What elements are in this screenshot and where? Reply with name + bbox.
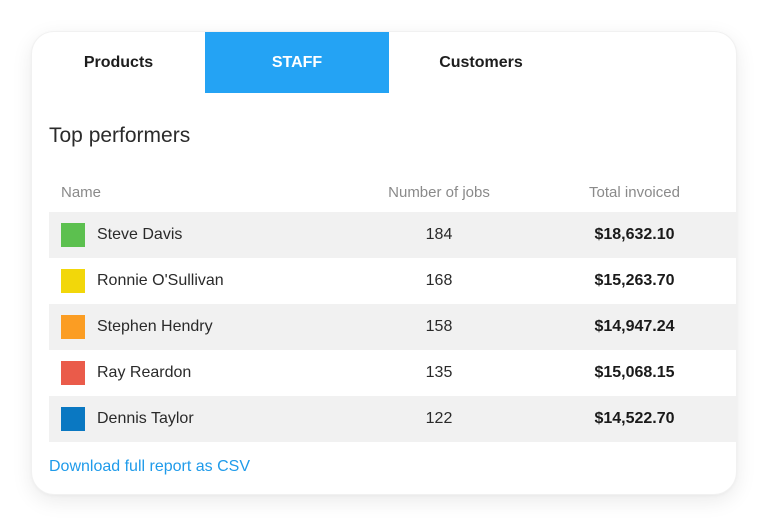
total-invoiced: $18,632.10 <box>594 226 675 243</box>
tab-products[interactable]: Products <box>83 53 154 71</box>
tab-staff[interactable]: STAFF <box>205 32 389 93</box>
total-invoiced: $15,263.70 <box>594 272 675 289</box>
jobs-count: 158 <box>425 318 453 335</box>
tab-bar: Products STAFF Customers <box>32 32 736 93</box>
table-row: Dennis Taylor 122 $14,522.70 <box>49 396 736 442</box>
table-row: Ray Reardon 135 $15,068.15 <box>49 350 736 396</box>
download-csv-link[interactable]: Download full report as CSV <box>49 458 250 475</box>
table-row: Stephen Hendry 158 $14,947.24 <box>49 304 736 350</box>
performer-name: Steve Davis <box>97 226 183 243</box>
color-swatch <box>61 315 85 339</box>
jobs-count: 122 <box>425 410 453 427</box>
header-jobs: Number of jobs <box>388 183 490 201</box>
color-swatch <box>61 223 85 247</box>
table-row: Steve Davis 184 $18,632.10 <box>49 212 736 258</box>
color-swatch <box>61 269 85 293</box>
performer-name: Stephen Hendry <box>97 318 213 335</box>
total-invoiced: $14,947.24 <box>594 318 675 335</box>
table-header: Name Number of jobs Total invoiced <box>49 172 736 212</box>
total-invoiced: $14,522.70 <box>594 410 675 427</box>
color-swatch <box>61 361 85 385</box>
jobs-count: 184 <box>425 226 453 243</box>
jobs-count: 168 <box>425 272 453 289</box>
header-total: Total invoiced <box>589 183 680 201</box>
jobs-count: 135 <box>425 364 453 381</box>
total-invoiced: $15,068.15 <box>594 364 675 381</box>
performer-name: Ray Reardon <box>97 364 192 381</box>
header-name: Name <box>61 183 102 201</box>
color-swatch <box>61 407 85 431</box>
table-row: Ronnie O'Sullivan 168 $15,263.70 <box>49 258 736 304</box>
performer-name: Ronnie O'Sullivan <box>97 272 224 289</box>
performance-card: Products STAFF Customers Top performers … <box>32 32 736 494</box>
tab-customers[interactable]: Customers <box>439 53 523 71</box>
section-title: Top performers <box>49 124 191 147</box>
performers-table: Name Number of jobs Total invoiced Steve… <box>49 172 736 442</box>
performer-name: Dennis Taylor <box>97 410 194 427</box>
